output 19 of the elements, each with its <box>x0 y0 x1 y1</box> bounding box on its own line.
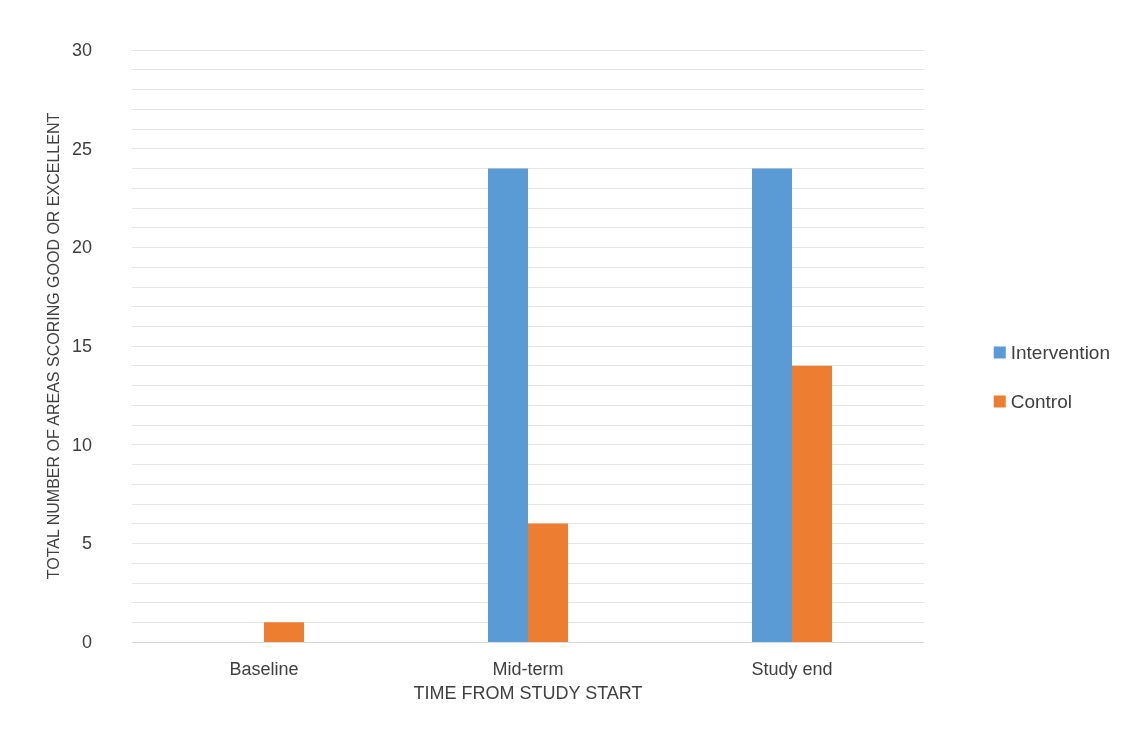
y-tick-label: 20 <box>71 237 92 258</box>
bar <box>752 168 792 642</box>
y-axis-title: TOTAL NUMBER OF AREAS SCORING GOOD OR EXCELLENT <box>44 112 62 580</box>
y-tick-label: 15 <box>71 336 92 356</box>
y-tick-label: 0 <box>81 632 92 652</box>
bar <box>264 622 304 642</box>
legend-label: Intervention <box>1010 342 1111 363</box>
legend-label: Control <box>1010 391 1072 412</box>
x-tick-label: Study end <box>751 659 833 679</box>
x-tick-label: Baseline <box>229 659 299 679</box>
y-tick-label: 30 <box>71 40 92 60</box>
bar <box>488 168 528 642</box>
bar <box>792 365 832 642</box>
y-tick-label: 25 <box>71 138 92 159</box>
y-tick-label: 5 <box>81 533 92 554</box>
y-tick-label: 10 <box>71 434 92 455</box>
x-axis-title: TIME FROM STUDY START <box>413 683 643 703</box>
x-tick-label: Mid-term <box>492 659 564 679</box>
bar <box>528 523 568 642</box>
